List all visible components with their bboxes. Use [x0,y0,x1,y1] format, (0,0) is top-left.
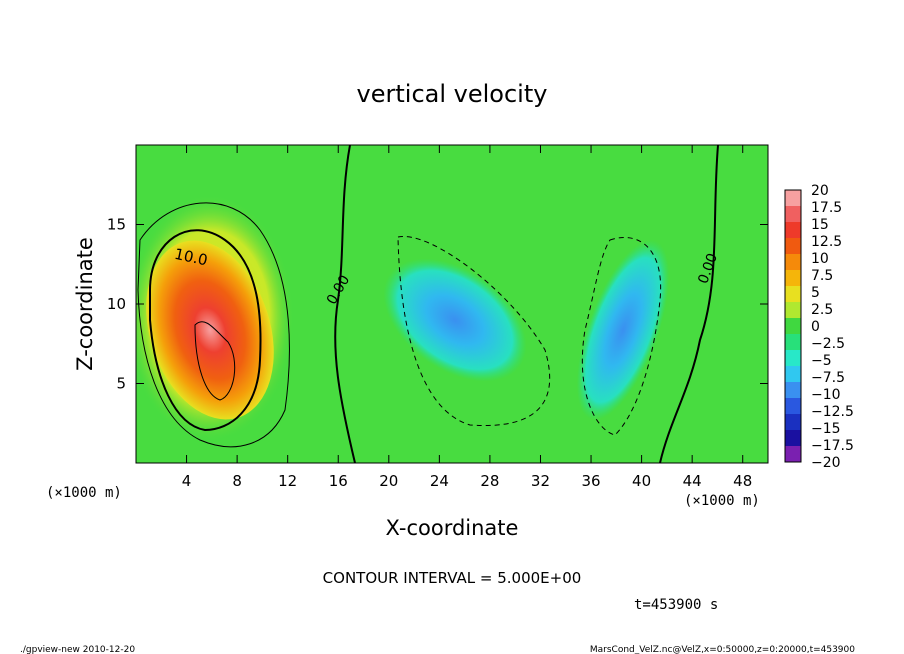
colorbar-label: −2.5 [811,336,845,352]
downdraft-left [383,258,527,382]
updraft-core [146,240,274,420]
x-tick-label: 12 [278,472,297,490]
colorbar-swatch [785,286,801,302]
contour-15 [194,321,236,401]
colorbar-label: 15 [811,217,829,233]
x-unit-right: (×1000 m) [684,493,760,509]
colorbar-swatch [785,398,801,414]
colorbar-swatch [785,430,801,446]
colorbar-swatch [785,206,801,222]
y-tick-label: 5 [116,375,126,393]
time-label: t=453900 s [634,597,718,613]
x-unit-left: (×1000 m) [46,485,122,501]
colorbar-label: −17.5 [811,438,854,454]
colorbar-swatch [785,318,801,334]
contour-neg-left [397,235,551,427]
plot-area [136,145,768,463]
downdraft-right [576,239,670,421]
colorbar-swatch [785,382,801,398]
colorbar-label: −12.5 [811,404,854,420]
x-tick-label: 32 [531,472,550,490]
x-tick-label: 40 [632,472,651,490]
colorbar-label: 2.5 [811,302,833,318]
colorbar-label: 0 [811,319,820,335]
x-axis-ticks: 4 8 12 16 20 24 28 32 36 40 44 48 [182,145,752,490]
colorbar-swatch [785,302,801,318]
y-axis-label: Z-coordinate [73,237,97,371]
x-tick-label: 4 [182,472,192,490]
contour-zero-b [659,145,719,463]
colorbar-label: −5 [811,353,832,369]
colorbar-swatch [785,270,801,286]
colorbar: 2017.51512.5107.552.50−2.5−5−7.5−10−12.5… [784,183,854,471]
y-tick-label: 15 [107,216,126,234]
footer-right: MarsCond_VelZ.nc@VelZ,x=0:50000,z=0:2000… [590,645,855,654]
colorbar-swatch [785,238,801,254]
colorbar-label: −10 [811,387,841,403]
colorbar-label: −7.5 [811,370,845,386]
footer-left: ./gpview-new 2010-12-20 [20,645,135,654]
colorbar-label: −15 [811,421,841,437]
colorbar-label: 7.5 [811,268,833,284]
colorbar-label: 10 [811,251,829,267]
x-tick-label: 20 [379,472,398,490]
colorbar-label: 17.5 [811,200,842,216]
colorbar-swatch [785,350,801,366]
colorbar-label: 20 [811,183,829,199]
x-tick-label: 8 [232,472,242,490]
colorbar-swatch [785,414,801,430]
colorbar-swatch [785,254,801,270]
x-tick-label: 24 [430,472,449,490]
colorbar-label: 5 [811,285,820,301]
contour-5 [137,202,290,448]
colorbar-label: 12.5 [811,234,842,250]
y-axis-ticks: 5 10 15 [107,216,768,393]
contour-neg-right [581,237,662,436]
colorbar-swatch [785,222,801,238]
x-axis-label: X-coordinate [386,516,519,540]
colorbar-swatch [785,334,801,350]
contour-interval: CONTOUR INTERVAL = 5.000E+00 [323,569,582,587]
chart-title: vertical velocity [357,80,548,108]
colorbar-label: −20 [811,455,841,471]
x-tick-label: 44 [683,472,702,490]
colorbar-swatch [785,446,801,462]
x-tick-label: 48 [733,472,752,490]
contour-zero-a [334,145,356,463]
x-tick-label: 16 [329,472,348,490]
colorbar-frame [784,189,802,463]
x-tick-label: 36 [581,472,600,490]
colorbar-swatch [785,366,801,382]
y-tick-label: 10 [107,295,126,313]
contour-10 [149,229,262,432]
x-tick-label: 28 [480,472,499,490]
colorbar-swatch [785,190,801,206]
